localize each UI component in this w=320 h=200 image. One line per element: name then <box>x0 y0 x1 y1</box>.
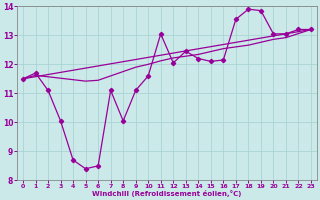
X-axis label: Windchill (Refroidissement éolien,°C): Windchill (Refroidissement éolien,°C) <box>92 190 242 197</box>
